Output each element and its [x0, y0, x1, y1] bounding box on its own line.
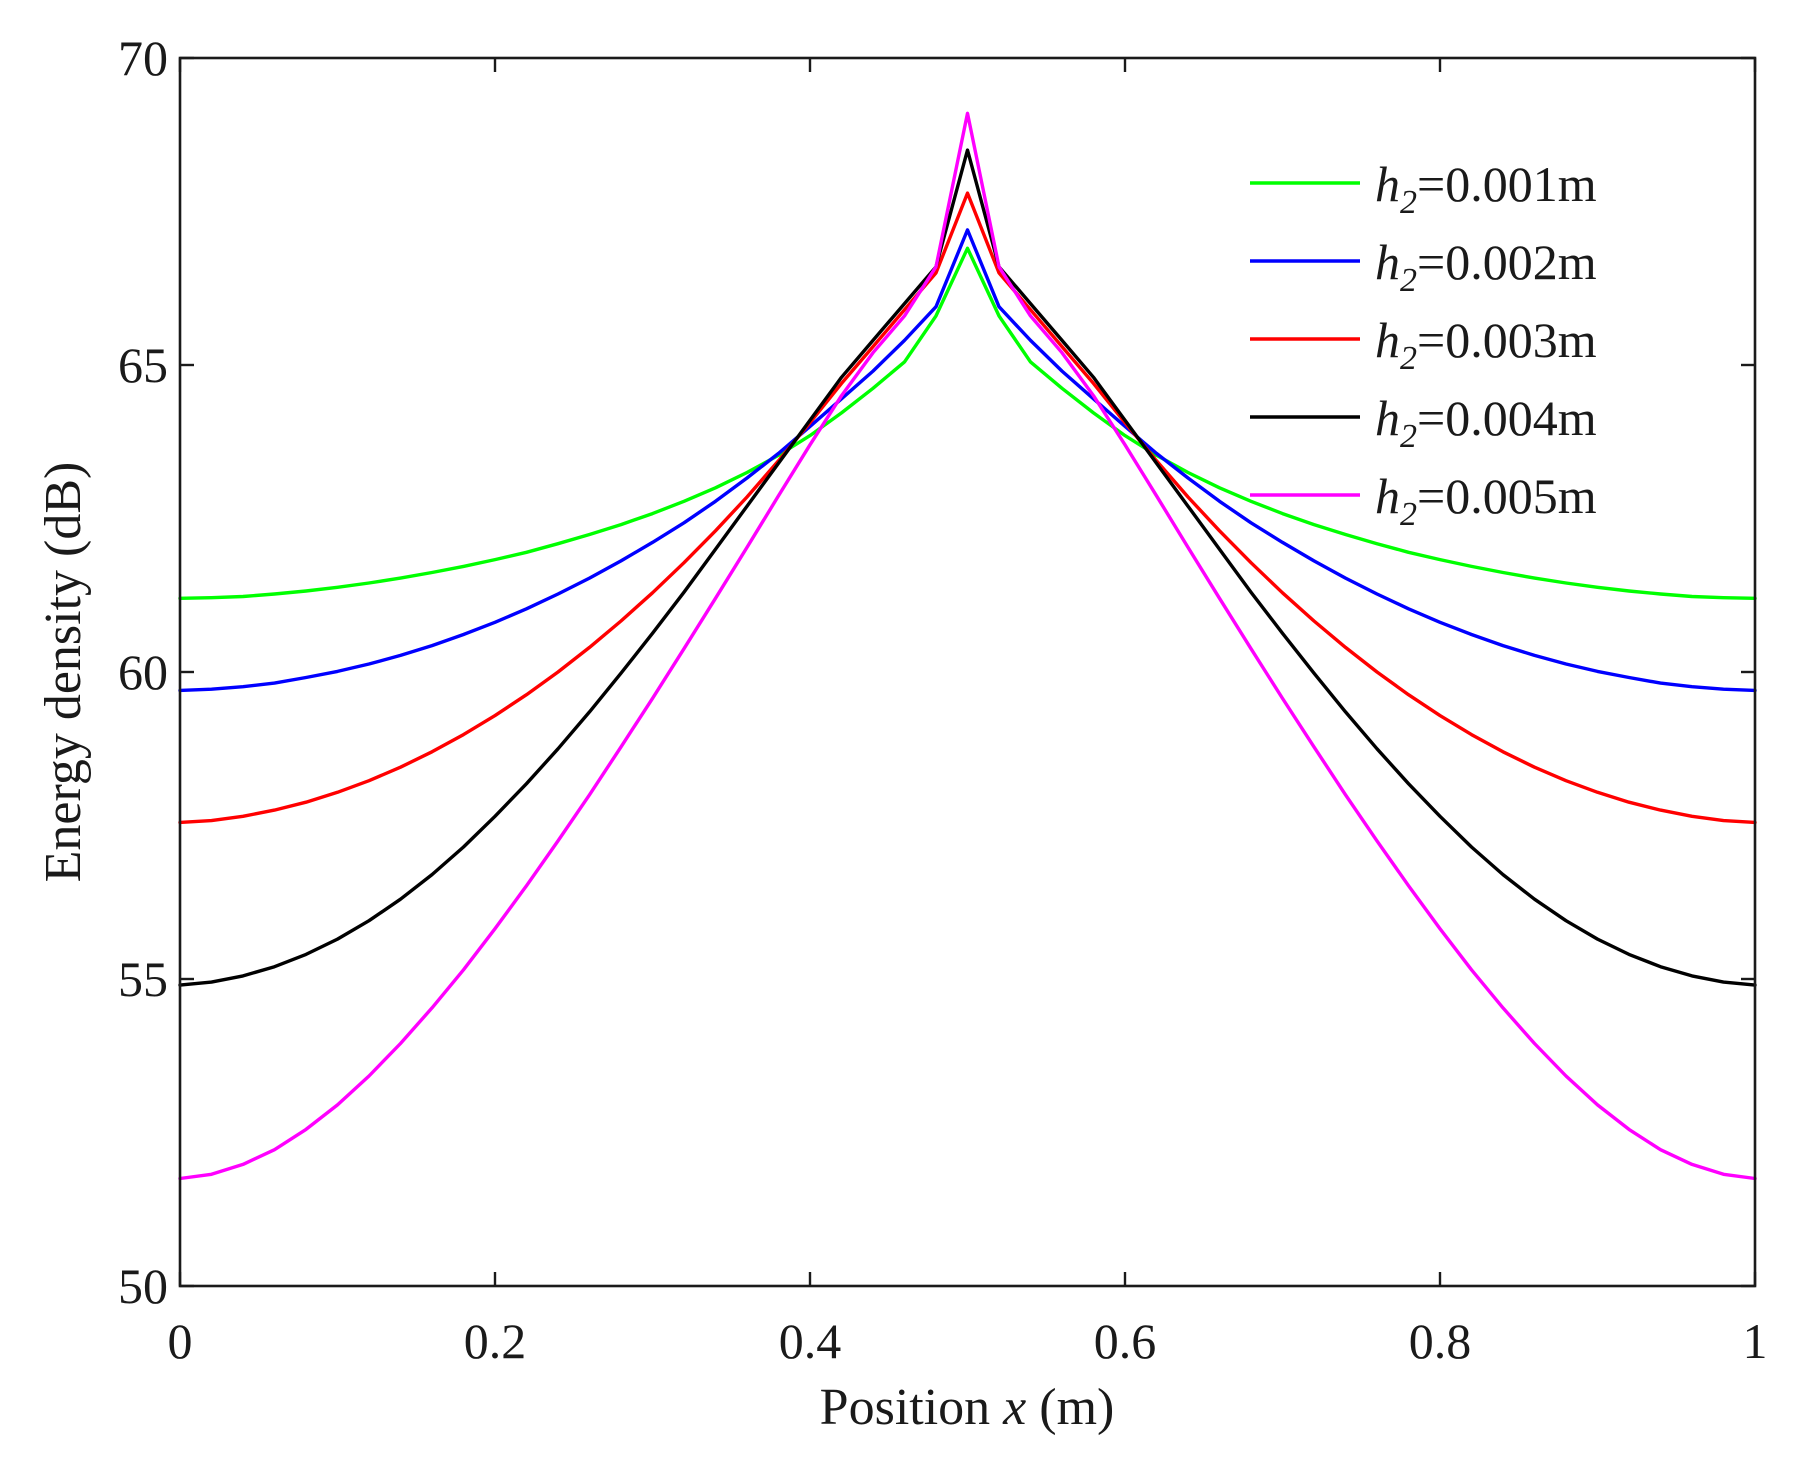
x-axis-title: Position x (m): [820, 1379, 1115, 1436]
legend-item-2: h2=0.002m: [1250, 234, 1597, 299]
series-layer: [178, 111, 1757, 1181]
y-tick-label-3: 65: [118, 337, 168, 393]
y-tick-label-4: 70: [118, 30, 168, 86]
x-tick-label-2: 0.4: [779, 1313, 842, 1369]
legend-label: h2=0.003m: [1375, 312, 1597, 377]
series-line-4: [178, 148, 1757, 987]
legend-label: h2=0.004m: [1375, 390, 1597, 455]
y-tick-label-2: 60: [118, 644, 168, 700]
tick-labels-layer: 0 0.2 0.4 0.6 0.8 1 50 55 60 65 70: [118, 30, 1768, 1369]
legend-label: h2=0.001m: [1375, 156, 1597, 221]
series-line-1: [178, 246, 1757, 600]
legend-item-3: h2=0.003m: [1250, 312, 1597, 377]
y-tick-label-1: 55: [118, 951, 168, 1007]
x-tick-label-3: 0.6: [1094, 1313, 1157, 1369]
legend-label: h2=0.005m: [1375, 468, 1597, 533]
y-axis-title: Energy density (dB): [35, 462, 92, 883]
series-line-5: [178, 111, 1757, 1181]
x-tick-label-4: 0.8: [1409, 1313, 1472, 1369]
series-line-2: [178, 228, 1757, 693]
series-line-3: [178, 191, 1757, 825]
legend-item-1: h2=0.001m: [1250, 156, 1597, 221]
x-tick-label-0: 0: [168, 1313, 193, 1369]
y-tick-label-0: 50: [118, 1258, 168, 1314]
legend: h2=0.001m h2=0.002m h2=0.003m h2=0.004m h2=0…: [1250, 156, 1597, 533]
ticks-layer: [178, 56, 1757, 1288]
legend-item-4: h2=0.004m: [1250, 390, 1597, 455]
legend-item-5: h2=0.005m: [1250, 468, 1597, 533]
x-tick-label-5: 1: [1743, 1313, 1768, 1369]
x-tick-label-1: 0.2: [464, 1313, 527, 1369]
legend-label: h2=0.002m: [1375, 234, 1597, 299]
